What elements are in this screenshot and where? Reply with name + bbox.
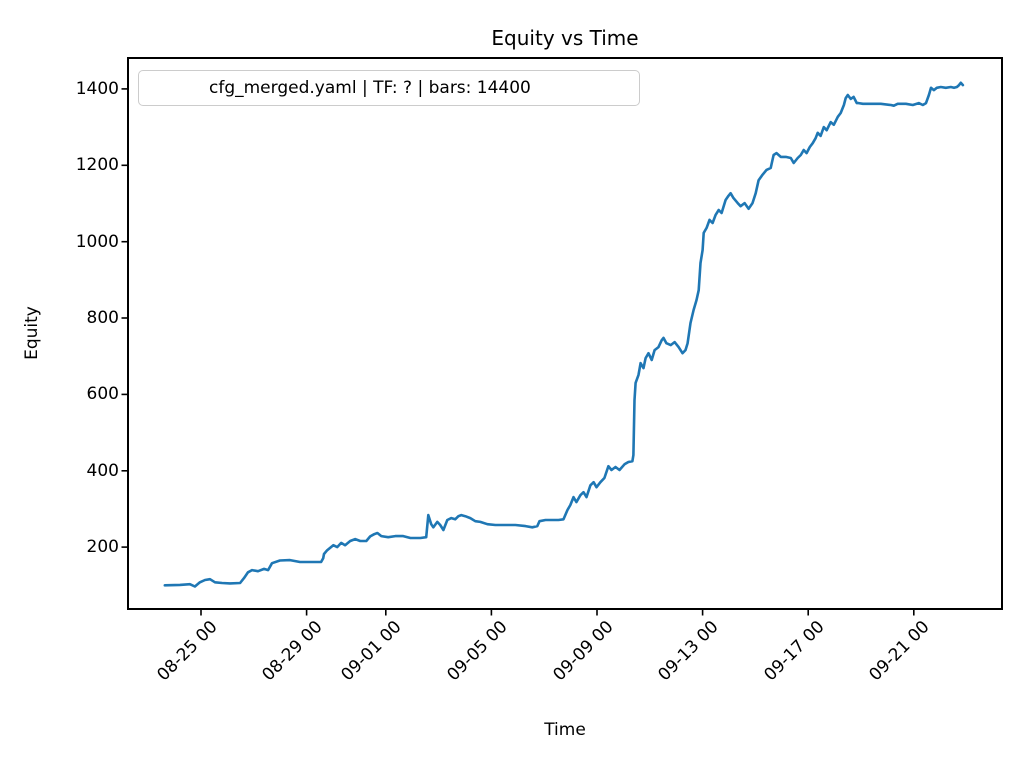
y-tick-label: 400 (86, 460, 119, 481)
y-tick-label: 200 (86, 537, 119, 558)
y-axis-label: Equity (22, 306, 42, 360)
x-axis-label: Time (544, 720, 586, 740)
equity-line (163, 81, 965, 588)
y-tick-label: 600 (86, 384, 119, 405)
axes-frame (127, 57, 1003, 610)
y-tick-label: 1200 (75, 155, 119, 176)
legend-line-sample (148, 87, 194, 90)
legend-label: cfg_merged.yaml | TF: ? | bars: 14400 (209, 78, 531, 98)
y-tick-label: 800 (86, 308, 119, 329)
chart-title: Equity vs Time (491, 26, 639, 50)
legend: cfg_merged.yaml | TF: ? | bars: 14400 (138, 70, 640, 106)
y-tick-label: 1000 (75, 231, 119, 252)
y-tick-label: 1400 (75, 78, 119, 99)
